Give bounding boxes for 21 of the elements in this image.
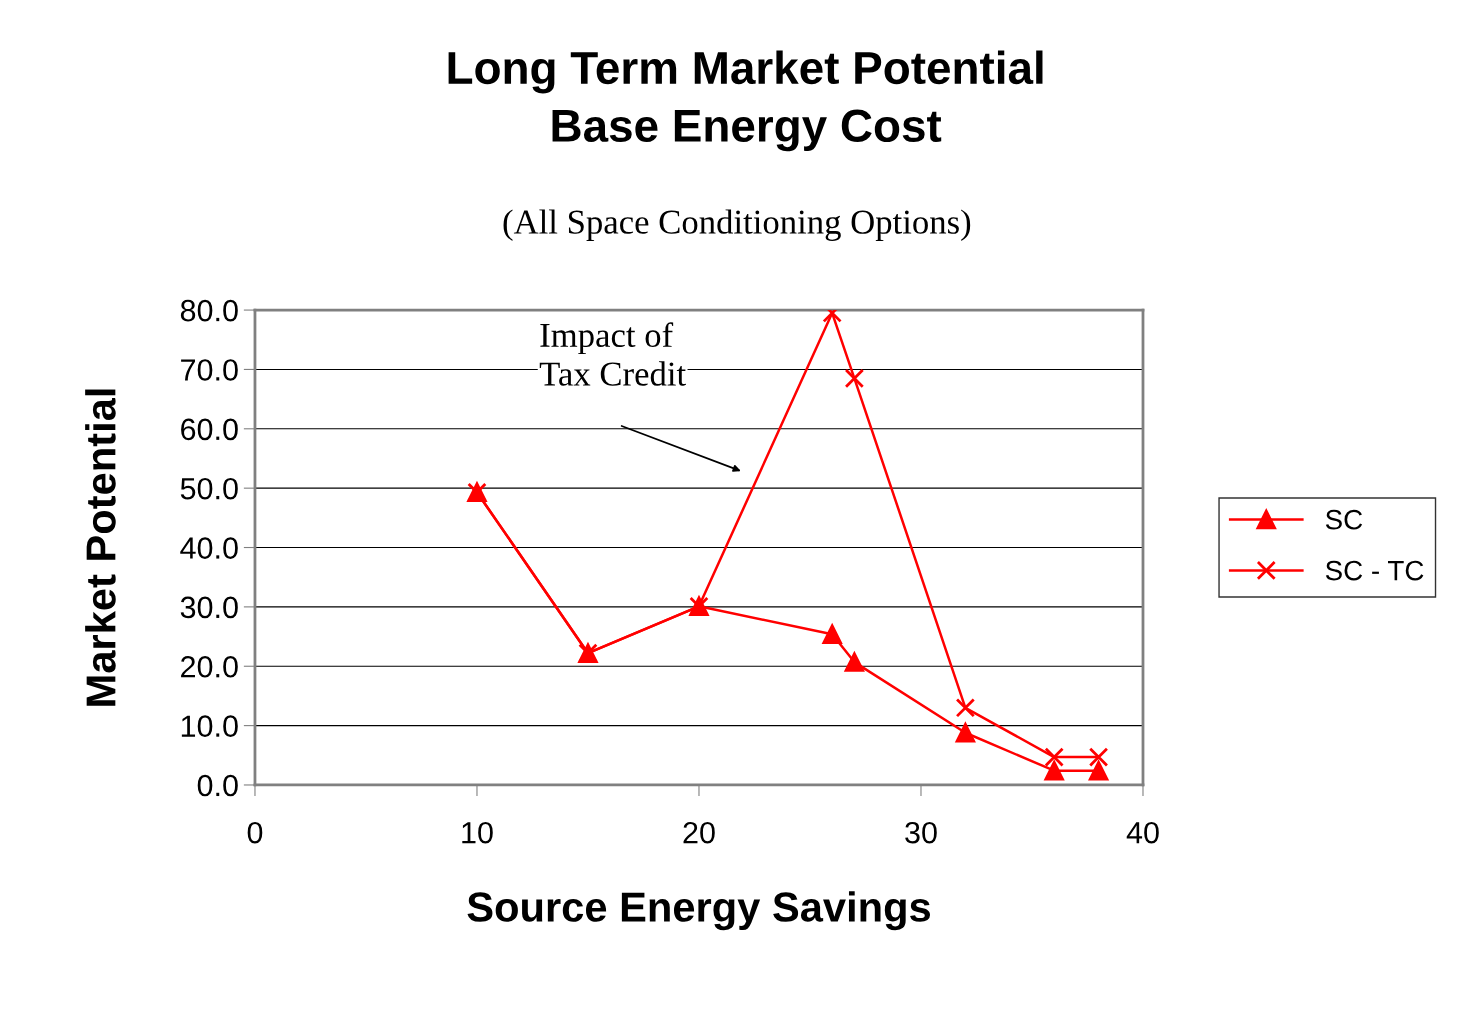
chart-subtitle: (All Space Conditioning Options) [503, 209, 971, 242]
y-tick-label: 60.0 [181, 418, 238, 441]
x-tick-label: 40 [1126, 821, 1159, 844]
y-tick-label: 20.0 [181, 655, 238, 678]
x-tick-label: 30 [905, 821, 937, 844]
x-tick-label: 0 [247, 821, 263, 844]
annotation: Impact of Tax Credit [539, 322, 686, 386]
y-tick-label: 30.0 [180, 596, 238, 619]
y-tick-label: 50.0 [180, 477, 238, 500]
y-tick-label: 0.0 [197, 774, 238, 797]
y-tick-label: 70.0 [181, 359, 238, 381]
y-tick-label: 80.0 [180, 299, 238, 322]
legend-label: SC - TC [1325, 560, 1424, 581]
x-axis-title: Source Energy Savings [467, 891, 931, 931]
x-tick-label: 20 [683, 821, 715, 844]
chart-title: Long Term Market Potential Base Energy Cost [448, 50, 1043, 152]
y-tick-label: 10.0 [181, 715, 238, 737]
x-tick-label: 10 [462, 821, 493, 844]
y-tick-label: 40.0 [180, 537, 238, 559]
y-axis-title: Market Potential [85, 389, 116, 706]
legend-label: SC [1325, 509, 1363, 530]
